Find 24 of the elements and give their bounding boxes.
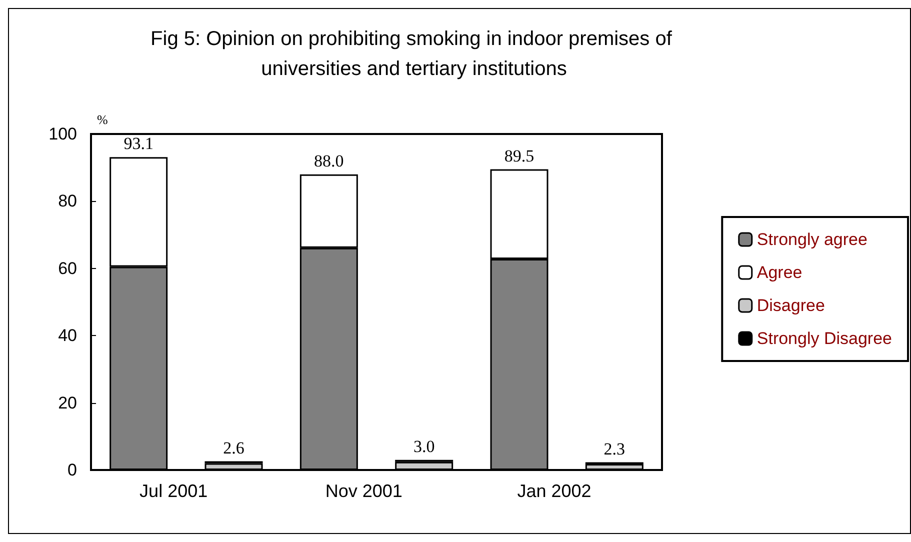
y-axis-title: % [97, 112, 108, 127]
y-tick-label: 80 [58, 192, 77, 211]
total-label: 2.6 [223, 438, 244, 458]
total-label: 88.0 [314, 151, 344, 170]
y-tick-label: 40 [58, 326, 77, 346]
y-tick-label: 100 [48, 124, 77, 144]
x-tick-label: Jan 2002 [517, 481, 592, 501]
y-tick-label: 60 [58, 258, 77, 278]
total-label: 2.3 [604, 439, 626, 458]
chart-title: Fig 5: Opinion on prohibiting smoking in indoor premises of universities and tertiary institutions [150, 28, 678, 80]
legend-label: Disagree [756, 296, 825, 315]
legend-label: Agree [756, 263, 802, 282]
x-tick-label: Nov 2001 [325, 481, 402, 501]
bar [585, 464, 644, 470]
x-tick-label: Jul 2001 [140, 481, 208, 501]
y-tick-label: 0 [68, 460, 77, 480]
legend-label: Strongly Disagree [756, 329, 892, 348]
bar [204, 463, 263, 470]
total-label: 3.0 [413, 436, 435, 456]
bar [395, 462, 454, 470]
total-label: 89.5 [504, 146, 534, 166]
legend-label: Strongly agree [756, 230, 868, 249]
y-tick-label: 20 [58, 393, 77, 412]
total-label: 93.1 [124, 134, 154, 154]
